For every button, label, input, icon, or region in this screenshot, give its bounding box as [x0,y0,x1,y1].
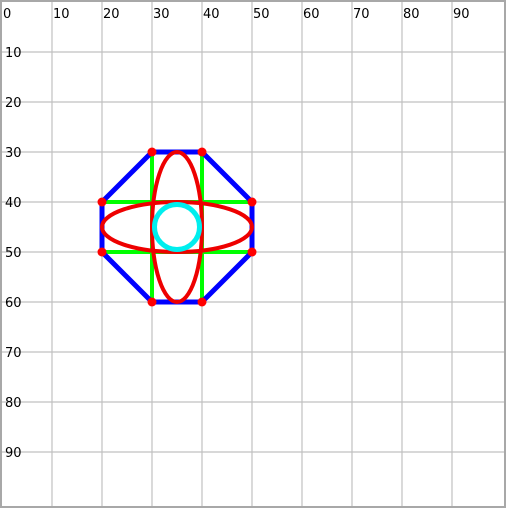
x-tick-label: 20 [103,7,120,22]
vertex-dot [97,247,107,257]
vertex-dot [147,147,157,157]
y-tick-label: 30 [5,146,22,161]
vertex-dot [247,197,257,207]
vertex-dot [197,297,207,307]
vertex-dot [197,147,207,157]
y-tick-label: 80 [5,396,22,411]
x-tick-label: 40 [203,7,220,22]
y-tick-label: 50 [5,246,22,261]
vertex-dot [247,247,257,257]
x-tick-label: 80 [403,7,420,22]
y-tick-label: 90 [5,446,22,461]
y-tick-label: 40 [5,196,22,211]
x-tick-label: 10 [53,7,70,22]
vertex-dot [97,197,107,207]
x-tick-label: 50 [253,7,270,22]
y-tick-label: 20 [5,96,22,111]
vertex-dot [147,297,157,307]
x-tick-label: 30 [153,7,170,22]
x-tick-label: 70 [353,7,370,22]
y-tick-label: 70 [5,346,22,361]
x-tick-label: 0 [3,7,11,22]
x-tick-label: 60 [303,7,320,22]
y-tick-label: 10 [5,46,22,61]
center-circle [152,202,202,252]
y-tick-label: 60 [5,296,22,311]
x-tick-label: 90 [453,7,470,22]
